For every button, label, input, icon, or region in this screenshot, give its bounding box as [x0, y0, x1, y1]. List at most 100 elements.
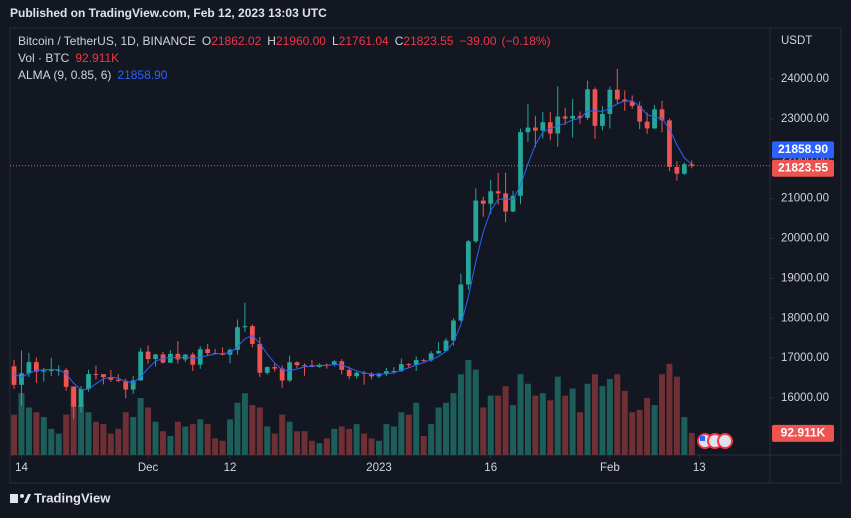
y-tick-label: 19000.00	[781, 272, 829, 284]
x-tick-label: 2023	[366, 462, 392, 474]
candle-body	[674, 166, 680, 174]
legend-volume: Vol · BTC 92.911K	[18, 51, 119, 65]
volume-bar	[256, 407, 263, 455]
volume-bar	[435, 407, 442, 455]
volume-bar	[673, 376, 680, 455]
volume-bar	[651, 405, 658, 455]
volume-bar	[532, 395, 539, 455]
candle-body	[384, 371, 389, 374]
candle-body	[26, 362, 32, 374]
volume-bar	[584, 383, 591, 455]
candle-body	[436, 350, 441, 354]
volume-bar	[636, 409, 643, 455]
volume-bar	[346, 428, 353, 455]
volume-bar	[681, 417, 688, 455]
candle-body	[480, 200, 486, 204]
volume-bar	[524, 383, 531, 455]
volume-bar	[644, 398, 651, 455]
volume-bar	[390, 426, 397, 455]
volume-bar	[78, 405, 85, 455]
last-price-label: 21823.55	[778, 160, 828, 174]
volume-price-label: 92.911K	[781, 426, 826, 440]
volume-bar	[316, 443, 323, 455]
candle-body	[391, 371, 397, 373]
volume-bar	[577, 412, 584, 455]
candle-body	[235, 327, 240, 350]
indicator-line	[13, 100, 693, 391]
volume-price-box	[772, 424, 834, 442]
volume-bar	[539, 393, 546, 455]
candle-body	[63, 370, 69, 387]
y-tick-label: 24000.00	[781, 73, 829, 85]
volume-bar	[413, 402, 420, 455]
volume-bar	[331, 428, 338, 455]
candle-body	[93, 373, 99, 375]
candle-body	[294, 362, 300, 366]
volume-bar	[353, 424, 360, 455]
volume-bar	[517, 374, 524, 455]
candle-body	[33, 362, 39, 372]
volume-bar	[33, 412, 40, 455]
candle-body	[168, 353, 173, 363]
volume-bar	[398, 412, 405, 455]
volume-bar	[480, 407, 487, 455]
volume-bar	[249, 405, 256, 455]
volume-bar	[152, 421, 159, 455]
volume-bar	[375, 440, 382, 455]
brand: TradingView	[34, 490, 111, 505]
brand-logo	[10, 494, 31, 503]
candle-body	[525, 127, 531, 133]
volume-bar	[25, 407, 32, 455]
legend-value: 21761.04	[339, 34, 389, 48]
y-tick-label: 17000.00	[781, 352, 829, 364]
volume-bar	[182, 426, 189, 455]
x-tick-label: Feb	[600, 462, 620, 474]
volume-bar	[294, 431, 301, 455]
candle-body	[190, 354, 196, 365]
candle-body	[406, 364, 412, 366]
volume-bar	[55, 433, 62, 455]
indicator-name: ALMA (9, 0.85, 6)	[18, 68, 111, 82]
volume-bar	[160, 431, 166, 455]
volume-bar	[204, 424, 211, 455]
volume-bar	[338, 426, 345, 455]
volume-name: Vol · BTC	[18, 51, 70, 65]
volume-bar	[241, 393, 248, 455]
volume-bar	[174, 421, 181, 455]
volume-bar	[547, 400, 554, 455]
volume-bar	[167, 436, 174, 455]
candle-body	[518, 132, 523, 196]
volume-bar	[465, 360, 472, 455]
volume-bar	[621, 390, 628, 455]
candle-body	[242, 326, 248, 328]
candle-body	[555, 116, 561, 134]
candle-body	[86, 373, 91, 389]
candle-body	[272, 367, 278, 369]
volume-bar	[502, 386, 509, 455]
candle-body	[644, 121, 650, 129]
volume-bar	[40, 417, 47, 455]
legend-change-pct: (−0.18%)	[502, 34, 551, 48]
candle-body	[346, 369, 352, 377]
candle-body	[585, 89, 590, 118]
volume-bar	[279, 414, 286, 455]
candle-body	[279, 368, 285, 381]
legend-value: 21862.02	[211, 34, 261, 48]
volume-bar	[457, 374, 464, 455]
volume-bar	[115, 428, 122, 455]
volume-bar	[70, 386, 77, 455]
candle-body	[667, 120, 672, 167]
candle-body	[78, 388, 84, 407]
x-tick-label: 13	[693, 462, 706, 474]
volume-bar	[234, 402, 241, 455]
volume-bar	[562, 395, 569, 455]
volume-bar	[85, 412, 92, 455]
candle-body	[41, 370, 47, 372]
candle-body	[652, 109, 657, 129]
candle-body	[503, 193, 508, 212]
y-tick-label: 20000.00	[781, 233, 829, 245]
axis-unit: USDT	[781, 35, 812, 47]
candle-body	[570, 115, 576, 119]
candle-body	[369, 373, 374, 377]
legend-indicator: ALMA (9, 0.85, 6) 21858.90	[18, 68, 168, 82]
